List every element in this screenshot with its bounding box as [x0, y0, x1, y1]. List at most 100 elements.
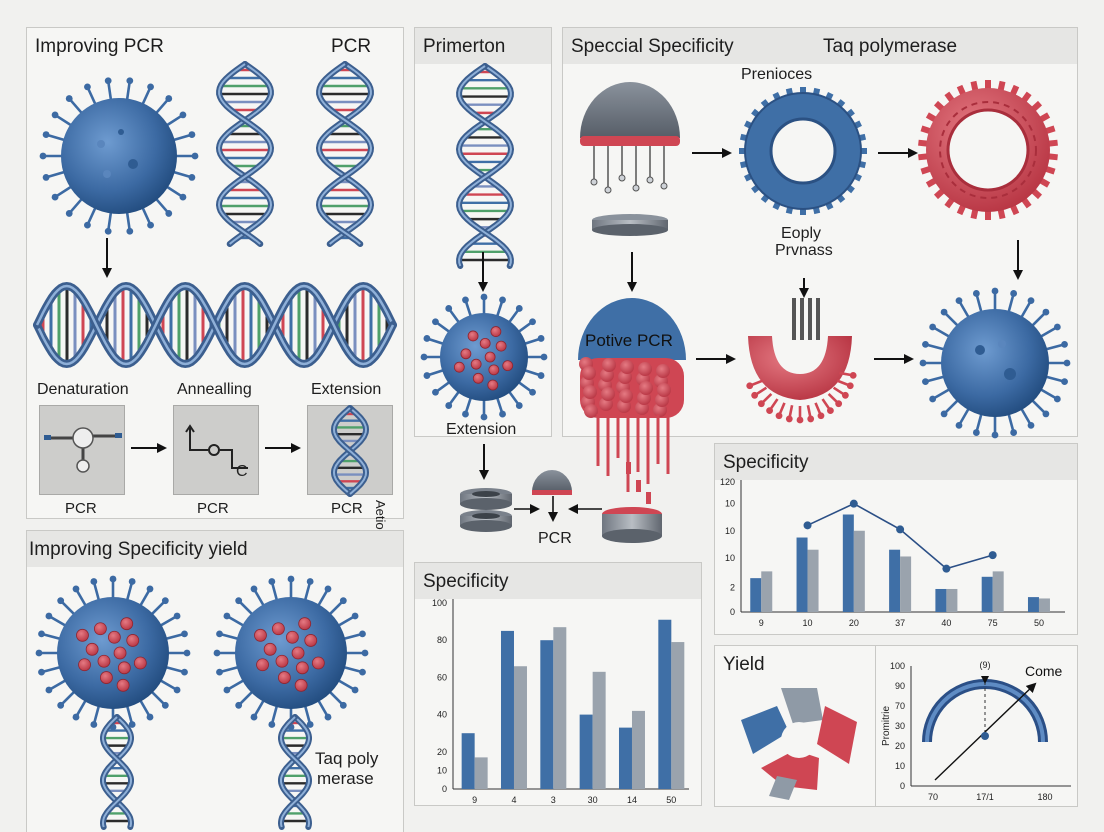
dna-tail-left [99, 714, 135, 830]
prenioces-label: Prenioces [741, 66, 813, 83]
x-tick-label: 10 [803, 618, 813, 628]
line-point [896, 525, 905, 534]
dome-probe [580, 82, 680, 194]
virus-red-dots [420, 293, 548, 421]
down-arrow-small [548, 496, 558, 522]
bar [671, 642, 685, 789]
gauge-come-label: Come [1025, 663, 1063, 679]
taq-label-2: merase [317, 769, 374, 788]
y-tick-label: 80 [437, 635, 447, 645]
extension-label: Extension [446, 421, 517, 438]
line-point [803, 521, 812, 530]
bar [946, 588, 958, 612]
x-tick-label: 40 [941, 618, 951, 628]
virus-red-dots-left [35, 575, 191, 731]
dna-mini [330, 405, 370, 497]
specificity-yield-title: Improving Specificity yield [29, 539, 248, 560]
bar [796, 537, 808, 612]
down-arrow [1013, 240, 1023, 280]
caption-extension: PCR [331, 500, 363, 517]
extension-box [307, 405, 393, 497]
prvnass-label: Prvnass [775, 242, 833, 259]
line-point [988, 551, 997, 560]
y-tick-label: 20 [437, 747, 447, 757]
bar [540, 640, 554, 789]
red-enzyme [746, 298, 857, 424]
chart2-title: Specificity [723, 452, 809, 473]
gauge-pivot [981, 732, 989, 740]
bar [658, 619, 672, 789]
specificity-yield-panel: Improving Specificity yield Taq poly mer… [26, 530, 404, 832]
yield-segment-wheel [741, 688, 857, 800]
specificity-chart-panel: Specificity 100 80 60 40 20 10 0 9 4 3 30 14 50 [414, 562, 702, 806]
svg-text:C: C [236, 463, 248, 480]
x-tick-label: 17/1 [976, 792, 994, 802]
down-arrow [627, 252, 637, 292]
bar [461, 733, 475, 789]
bar [981, 576, 993, 612]
y-tick-label: 100 [890, 661, 905, 671]
potive-dome [578, 298, 686, 543]
gear-blue-icon [739, 87, 867, 215]
potive-pcr-label: Potive PCR [585, 331, 673, 350]
dna-helix-right [315, 61, 375, 247]
eoply-label: Eoply [781, 225, 822, 242]
down-arrow [102, 238, 112, 278]
bar [1027, 597, 1039, 612]
virus-illustration [39, 77, 199, 235]
dna-helix-left [215, 61, 275, 247]
pcr-panel-title-2: PCR [331, 36, 372, 57]
denaturation-box [39, 405, 125, 495]
gear-red-icon [918, 80, 1058, 220]
line-point [849, 499, 858, 508]
y-tick-label: 60 [437, 672, 447, 682]
x-tick-label: 30 [588, 795, 598, 805]
left-arrow [568, 504, 602, 514]
y-tick-label: 40 [437, 710, 447, 720]
y-tick-label: 70 [895, 701, 905, 711]
step-extension: Extension [311, 381, 382, 398]
chart1-title: Specificity [423, 571, 509, 592]
step-annealing: Annealling [177, 381, 252, 398]
right-arrow [696, 354, 736, 364]
bar [992, 571, 1004, 612]
bar [579, 714, 593, 789]
bar [853, 530, 865, 612]
bar [889, 549, 901, 612]
gauge-marker-label: (9) [980, 660, 991, 670]
pcr-panel-title: Improving PCR [35, 36, 164, 57]
y-tick-label: 10 [725, 526, 735, 536]
down-arrow [478, 252, 488, 292]
bar [474, 757, 488, 789]
gauge-y-label: Promitrie [881, 706, 892, 746]
caption-annealing: PCR [197, 500, 229, 517]
y-tick-label: 90 [895, 681, 905, 691]
small-dome [532, 470, 572, 495]
y-tick-label: 0 [730, 607, 735, 617]
right-arrow-2 [265, 443, 301, 453]
y-tick-label: 10 [725, 499, 735, 509]
x-tick-label: 9 [472, 795, 477, 805]
bar [900, 556, 912, 612]
right-arrow [874, 354, 914, 364]
bar [761, 571, 773, 612]
bar [592, 671, 606, 789]
yield-title: Yield [723, 654, 765, 675]
disc-stack [460, 488, 512, 532]
caption-denaturation: PCR [65, 500, 97, 517]
y-tick-label: 20 [895, 741, 905, 751]
x-tick-label: 50 [666, 795, 676, 805]
y-tick-label: 120 [720, 477, 735, 487]
x-tick-label: 14 [627, 795, 637, 805]
right-arrow [514, 504, 540, 514]
x-tick-label: 37 [895, 618, 905, 628]
y-tick-label: 10 [725, 553, 735, 563]
y-tick-label: 0 [442, 784, 447, 794]
down-arrow [799, 278, 809, 298]
x-tick-label: 75 [988, 618, 998, 628]
bar [807, 549, 819, 612]
primerton-dna [455, 63, 515, 269]
taq-title: Taq polymerase [823, 36, 958, 57]
